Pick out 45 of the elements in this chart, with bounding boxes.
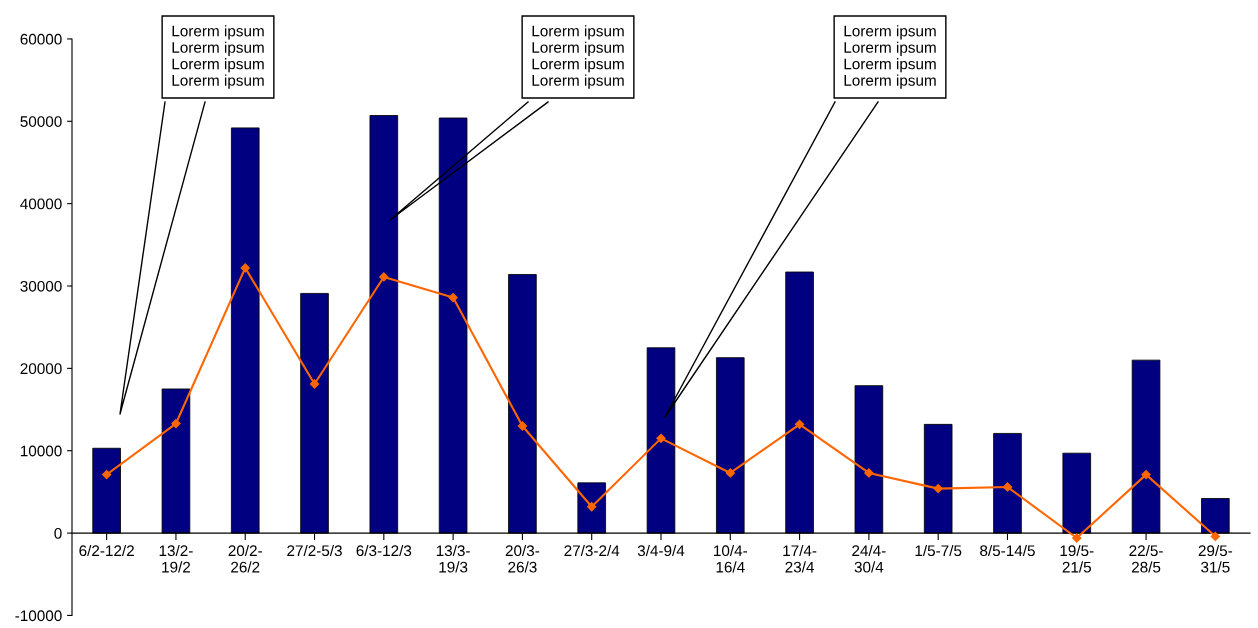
x-tick-label: 27/3-2/4 [564, 544, 620, 557]
y-tick-label: 50000 [20, 116, 62, 127]
point [725, 468, 735, 478]
point [309, 379, 320, 389]
y-tick-label: 60000 [20, 33, 62, 45]
point [587, 502, 597, 512]
x-tick-label: 22/5- 28/5 [1129, 544, 1163, 573]
x-tick-label: 24/4- 30/4 [852, 544, 886, 573]
y-tick-label: -10000 [15, 610, 62, 622]
x-tick-label: 8/5-14/5 [980, 544, 1035, 557]
point [794, 419, 805, 429]
x-tick-label: 10/4- 16/4 [714, 544, 748, 573]
annotation: Lorerm ipsum Lorerm ipsum Lorerm ipsum Lorerm ipsum [844, 25, 936, 89]
x-tick-label: 20/2- 26/2 [228, 544, 262, 573]
x-tick-label: 6/2-12/2 [79, 544, 134, 557]
x-tick-label: 20/3- 26/3 [505, 544, 540, 573]
point [102, 469, 112, 480]
x-tick-label: 13/2- 19/2 [159, 544, 193, 573]
x-tick-label: 27/2-5/3 [287, 544, 342, 557]
point [1210, 531, 1220, 541]
point [517, 421, 528, 431]
y-tick-label: 30000 [20, 280, 62, 292]
x-tick-label: 19/5- 21/5 [1060, 544, 1094, 573]
point [448, 292, 458, 303]
x-tick-label: 17/4- 23/4 [783, 544, 817, 573]
point [656, 433, 666, 443]
y-tick-label: 20000 [20, 363, 62, 375]
x-tick-label: 29/5- 31/5 [1198, 544, 1233, 573]
point [933, 483, 943, 494]
point [171, 418, 181, 429]
point [1002, 482, 1013, 492]
annotation: Lorerm ipsum Lorerm ipsum Lorerm ipsum Lorerm ipsum [532, 25, 624, 89]
y-tick-label: 40000 [20, 198, 62, 210]
point [240, 263, 250, 273]
annotation: Lorerm ipsum Lorerm ipsum Lorerm ipsum Lorerm ipsum [172, 25, 264, 89]
point [864, 468, 874, 478]
x-tick-label: 6/3-12/3 [356, 544, 412, 557]
x-tick-label: 13/3- 19/3 [436, 544, 470, 573]
x-tick-label: 3/4-9/4 [637, 544, 685, 557]
point [1141, 469, 1151, 480]
point [1072, 533, 1082, 543]
x-tick-label: 1/5-7/5 [915, 544, 962, 557]
y-tick-label: 10000 [20, 445, 62, 457]
y-tick-label: 0 [54, 527, 62, 539]
point [379, 272, 389, 282]
